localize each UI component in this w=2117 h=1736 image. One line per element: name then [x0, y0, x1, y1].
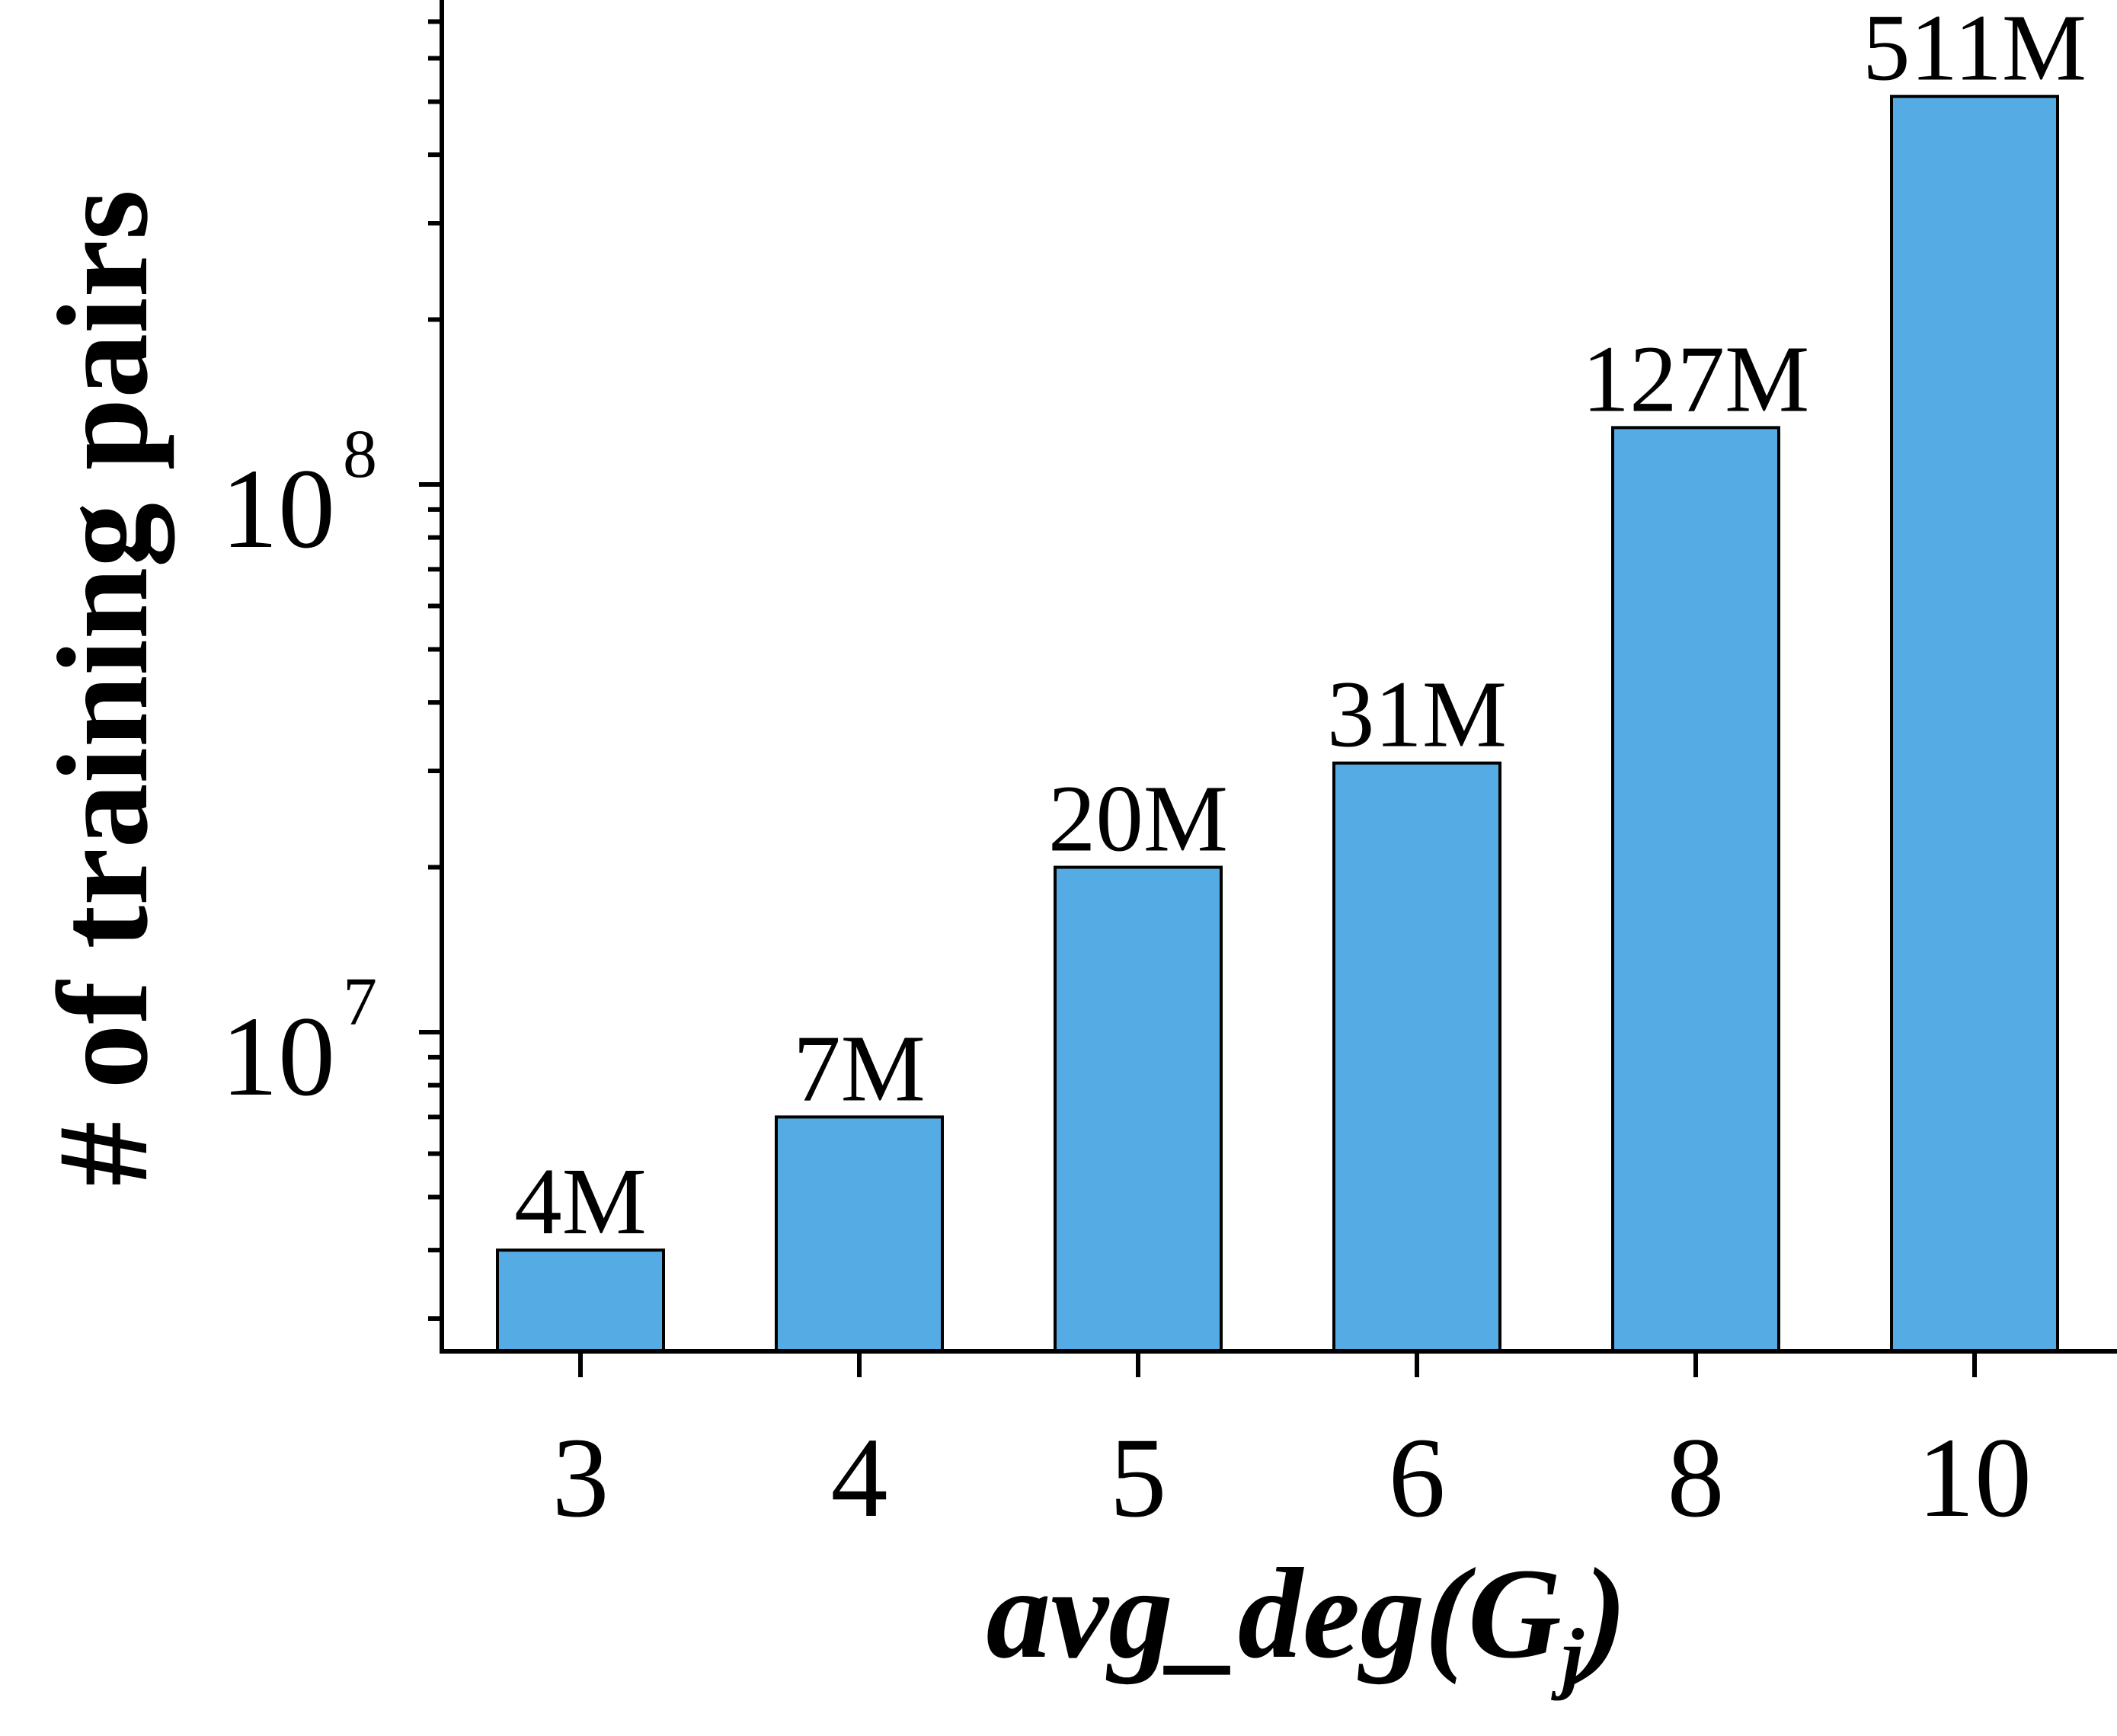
x-tick-label-4: 4 [831, 1415, 888, 1541]
bar-label-3: 4M [514, 1149, 647, 1255]
y-tick-label-10e7: 10 [221, 993, 335, 1120]
x-tick-label-3: 3 [552, 1415, 609, 1541]
bar-label-10: 511M [1863, 0, 2087, 101]
bar-10 [1890, 94, 2059, 1353]
bar-4 [775, 1115, 944, 1353]
y-tick-label-10e8: 10 [221, 446, 335, 572]
bar-3 [496, 1248, 665, 1354]
bar-6 [1332, 761, 1501, 1353]
x-tick-label-5: 5 [1110, 1415, 1167, 1541]
x-tick-labels: 3 4 5 6 8 10 [552, 1415, 2032, 1541]
bar-label-5: 20M [1048, 767, 1228, 872]
bars-group [496, 94, 2059, 1354]
x-axis-title-main: avg_deg(G [986, 1542, 1561, 1685]
bar-label-4: 7M [793, 1016, 926, 1121]
y-tick-exponent-8: 8 [343, 417, 377, 492]
bar-label-6: 31M [1327, 663, 1507, 768]
x-tick-label-10: 10 [1917, 1415, 2032, 1541]
bar-labels-group: 4M 7M 20M 31M 127M 511M [514, 0, 2087, 1255]
bar-5 [1054, 865, 1223, 1353]
x-axis [440, 1349, 2117, 1377]
x-tick-label-6: 6 [1389, 1415, 1446, 1541]
bar-8 [1611, 426, 1780, 1353]
x-tick-label-8: 8 [1668, 1415, 1725, 1541]
y-tick-exponent-7: 7 [343, 964, 377, 1040]
bar-label-8: 127M [1582, 327, 1810, 432]
y-axis-title: # of training pairs [31, 190, 174, 1186]
x-axis-title: avg_deg(Gj) [986, 1542, 1626, 1701]
y-axis [419, 0, 444, 1351]
